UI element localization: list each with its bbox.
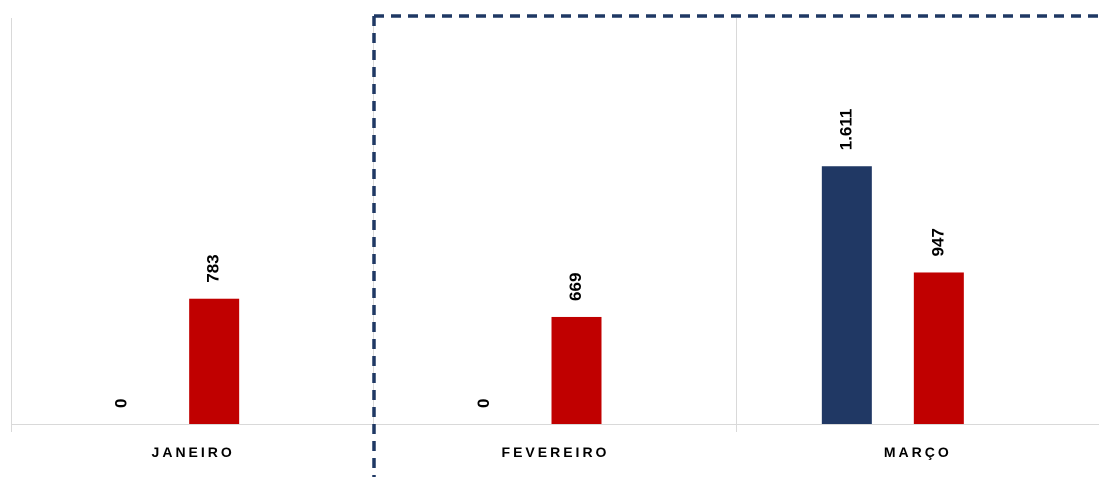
data-label: 783 (204, 254, 223, 282)
bar (551, 316, 602, 424)
category-axis: JANEIRO FEVEREIRO MARÇO (152, 444, 952, 460)
data-label: 0 (112, 399, 131, 408)
category-tick-label: JANEIRO (152, 444, 235, 460)
bar (821, 166, 872, 425)
data-labels: 0 783 0 669 1.611 947 (112, 109, 948, 408)
category-tick-label: MARÇO (884, 444, 952, 460)
bars (189, 166, 964, 425)
category-tick-label: FEVEREIRO (502, 444, 610, 460)
bar (189, 298, 240, 424)
data-label: 947 (928, 228, 947, 256)
bar (913, 272, 964, 424)
data-label: 1.611 (836, 109, 855, 151)
data-label: 669 (566, 273, 585, 301)
highlight-box (372, 14, 1099, 477)
data-label: 0 (474, 399, 493, 408)
